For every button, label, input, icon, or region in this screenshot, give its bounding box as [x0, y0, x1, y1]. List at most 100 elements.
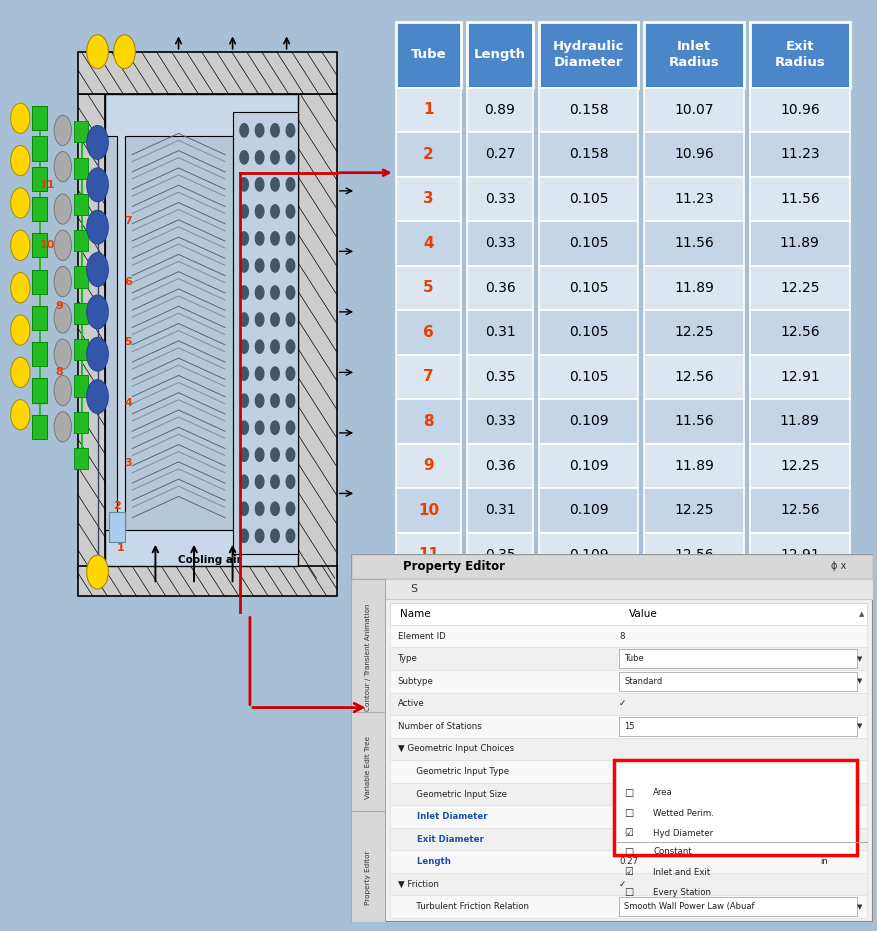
- Text: 0.109: 0.109: [569, 414, 609, 428]
- Text: 0.36: 0.36: [485, 281, 516, 295]
- Bar: [467, 21, 533, 88]
- Text: 7: 7: [424, 370, 434, 385]
- Circle shape: [240, 313, 248, 326]
- Circle shape: [11, 273, 30, 303]
- Circle shape: [87, 252, 109, 287]
- Circle shape: [240, 475, 248, 489]
- Text: 11.23: 11.23: [674, 192, 714, 206]
- Circle shape: [11, 103, 30, 133]
- Bar: [75, 230, 88, 251]
- Text: 10: 10: [418, 503, 439, 518]
- Text: Length: Length: [474, 48, 526, 61]
- Text: □: □: [624, 788, 633, 798]
- Circle shape: [11, 145, 30, 176]
- Circle shape: [255, 178, 264, 191]
- Circle shape: [271, 475, 279, 489]
- Bar: [351, 579, 385, 922]
- Circle shape: [11, 188, 30, 218]
- Bar: [396, 488, 461, 533]
- Bar: [538, 355, 638, 399]
- Bar: [390, 715, 867, 737]
- Bar: [750, 488, 850, 533]
- Text: 10.96: 10.96: [674, 147, 714, 161]
- Circle shape: [255, 529, 264, 543]
- Text: Number of Stations: Number of Stations: [398, 722, 481, 731]
- Circle shape: [271, 151, 279, 164]
- Bar: [396, 88, 461, 132]
- Bar: [467, 355, 533, 399]
- Text: 0.33: 0.33: [485, 236, 516, 250]
- Text: Standard: Standard: [624, 677, 663, 686]
- Text: 11.89: 11.89: [780, 236, 820, 250]
- Circle shape: [240, 421, 248, 435]
- Text: 12.25: 12.25: [781, 459, 820, 473]
- Circle shape: [114, 34, 135, 69]
- Circle shape: [255, 340, 264, 353]
- Text: 0.35: 0.35: [485, 548, 516, 562]
- Text: 0.105: 0.105: [569, 326, 609, 340]
- Text: Geometric Input Size: Geometric Input Size: [408, 789, 507, 799]
- Bar: [467, 265, 533, 310]
- Circle shape: [255, 259, 264, 272]
- Bar: [32, 106, 47, 130]
- Text: in: in: [821, 857, 828, 866]
- Bar: [467, 488, 533, 533]
- Bar: [125, 137, 232, 530]
- Bar: [467, 310, 533, 355]
- Text: 0.109: 0.109: [569, 504, 609, 518]
- Circle shape: [271, 178, 279, 191]
- Bar: [538, 488, 638, 533]
- Circle shape: [87, 337, 109, 371]
- Bar: [396, 310, 461, 355]
- Bar: [75, 412, 88, 433]
- Bar: [390, 647, 867, 670]
- Circle shape: [271, 421, 279, 435]
- Text: Active: Active: [398, 699, 424, 708]
- Text: 12.56: 12.56: [674, 370, 714, 384]
- Text: 10: 10: [39, 240, 55, 250]
- Bar: [75, 448, 88, 469]
- Text: 8: 8: [424, 414, 434, 429]
- Circle shape: [87, 168, 109, 202]
- Text: 9: 9: [55, 301, 63, 311]
- Circle shape: [286, 313, 295, 326]
- Text: Contour / Transient Animation: Contour / Transient Animation: [365, 603, 371, 710]
- Text: 6: 6: [423, 325, 434, 340]
- Bar: [390, 805, 867, 828]
- Bar: [75, 339, 88, 360]
- Text: 3: 3: [125, 458, 132, 468]
- Circle shape: [11, 399, 30, 430]
- Bar: [390, 896, 867, 918]
- Text: 0.36: 0.36: [485, 459, 516, 473]
- Bar: [645, 399, 744, 444]
- Text: 10.07: 10.07: [674, 103, 714, 117]
- Bar: [232, 113, 298, 554]
- Bar: [32, 167, 47, 191]
- Text: Property Editor: Property Editor: [403, 560, 505, 573]
- Text: ▼ Geometric Input Choices: ▼ Geometric Input Choices: [398, 745, 514, 753]
- Text: 2: 2: [113, 501, 121, 510]
- Circle shape: [286, 124, 295, 137]
- Bar: [645, 177, 744, 222]
- Bar: [32, 197, 47, 222]
- Circle shape: [87, 34, 109, 69]
- Text: 11.89: 11.89: [780, 414, 820, 428]
- Bar: [390, 737, 867, 761]
- Text: □: □: [624, 808, 633, 818]
- Text: Smooth Wall Power Law (Abuaf: Smooth Wall Power Law (Abuaf: [624, 902, 755, 911]
- Text: 0.105: 0.105: [569, 370, 609, 384]
- Ellipse shape: [54, 152, 72, 182]
- Text: 0.109: 0.109: [569, 548, 609, 562]
- Circle shape: [286, 178, 295, 191]
- Bar: [390, 603, 867, 625]
- Text: 7: 7: [125, 216, 132, 226]
- Text: in: in: [821, 812, 828, 821]
- Text: 9: 9: [424, 458, 434, 474]
- Text: Constant: Constant: [653, 847, 692, 857]
- Bar: [538, 21, 638, 88]
- Text: 0.33: 0.33: [485, 192, 516, 206]
- Text: Length: Length: [408, 857, 451, 866]
- Bar: [750, 444, 850, 488]
- Text: 1: 1: [424, 102, 434, 117]
- Bar: [750, 533, 850, 577]
